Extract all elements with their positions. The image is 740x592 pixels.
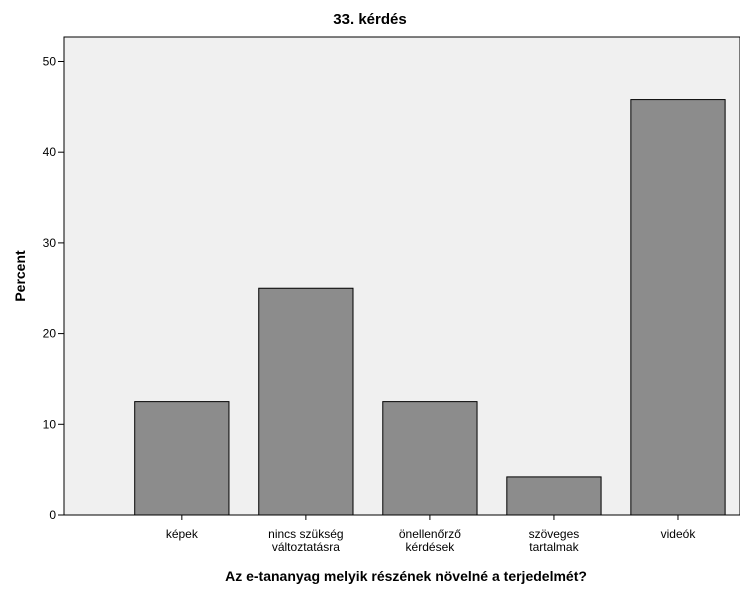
chart-title: 33. kérdés: [333, 11, 406, 28]
x-axis-title: Az e-tananyag melyik részének növelné a …: [225, 568, 587, 584]
category-label: videók: [661, 527, 697, 541]
bar: [630, 99, 726, 516]
y-axis-title: Percent: [12, 250, 28, 302]
x-axis: [64, 514, 740, 520]
y-tick-label: 50: [43, 54, 57, 68]
category-label: önellenőrző kérdések: [399, 527, 461, 554]
y-tick-label: 20: [43, 327, 57, 341]
category-label: szöveges tartalmak: [529, 527, 580, 554]
bar: [382, 401, 478, 516]
y-axis: 0 10 20 30 40 50: [43, 37, 65, 522]
y-tick-label: 10: [43, 417, 57, 431]
y-tick-label: 0: [49, 508, 56, 522]
bar: [506, 476, 602, 516]
y-tick-label: 30: [43, 236, 57, 250]
y-tick-label: 40: [43, 145, 57, 159]
bar: [258, 287, 354, 516]
category-label: nincs szükség változtatásra: [268, 527, 343, 554]
category-labels: képek nincs szükség változtatásra önellenőr…: [166, 527, 697, 554]
bars: [134, 99, 726, 516]
category-label: képek: [166, 527, 199, 541]
bar: [134, 401, 230, 516]
